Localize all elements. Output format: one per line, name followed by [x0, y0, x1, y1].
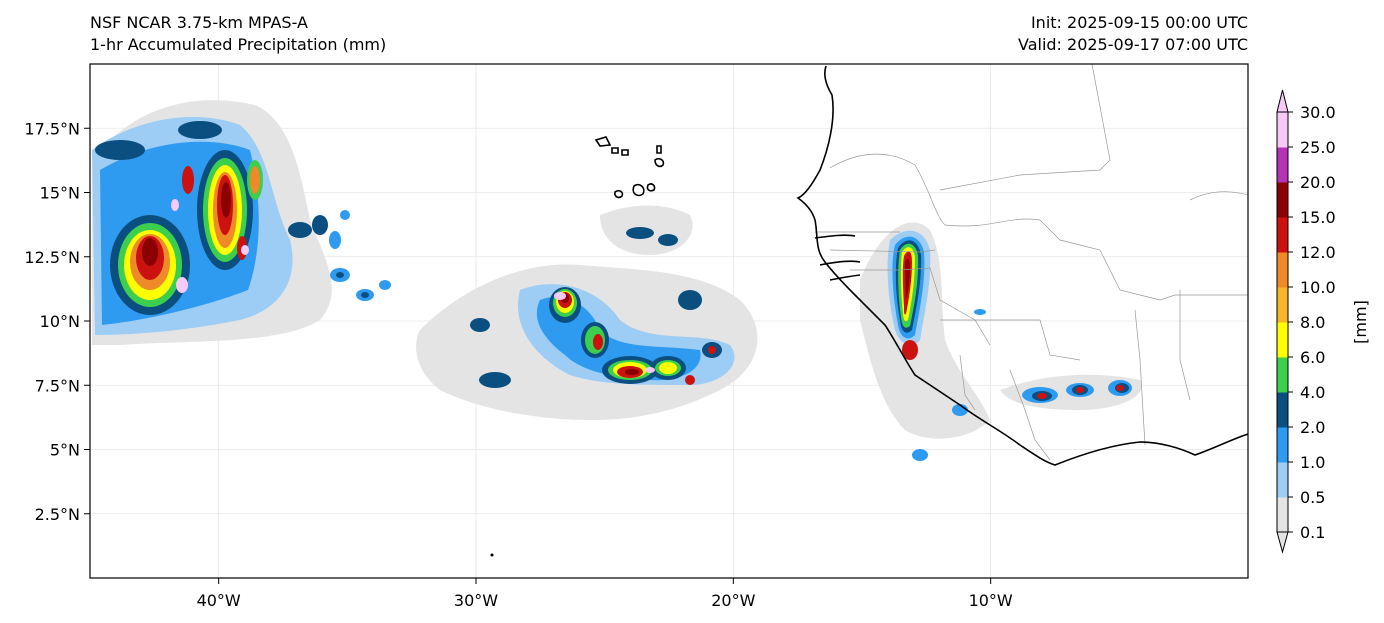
colorbar-tick-label: 6.0 [1300, 348, 1325, 367]
colorbar-tick-label: 1.0 [1300, 453, 1325, 472]
map-area [90, 64, 1248, 578]
colorbar-segment [1277, 427, 1288, 463]
colorbar-segment [1277, 357, 1288, 393]
valid-time: Valid: 2025-09-17 07:00 UTC [1017, 35, 1248, 54]
colorbar-segment [1277, 217, 1288, 253]
axis-ticks: 40°W 30°W 20°W 10°W 17.5°N 15°N 12.5°N 10°N 7.5°… [24, 119, 1013, 610]
coastline [796, 65, 1248, 466]
colorbar-tick-label: 30.0 [1300, 103, 1336, 122]
colorbar-tick-label: 20.0 [1300, 173, 1336, 192]
x-tick-label: 30°W [454, 591, 498, 610]
colorbar-segment [1277, 147, 1288, 183]
colorbar-segment [1277, 497, 1288, 533]
colorbar-extend-max [1276, 89, 1289, 113]
colorbar-segment [1277, 287, 1288, 323]
colorbar-segment [1277, 322, 1288, 358]
colorbar-segment [1277, 182, 1288, 218]
y-tick-label: 15°N [40, 184, 80, 203]
colorbar-tick-label: 10.0 [1300, 278, 1336, 297]
colorbar-tick-label: 8.0 [1300, 313, 1325, 332]
country-borders [815, 64, 1248, 461]
colorbar-tick-label: 15.0 [1300, 208, 1336, 227]
colorbar-segment [1277, 462, 1288, 498]
init-time: Init: 2025-09-15 00:00 UTC [1030, 13, 1248, 32]
y-tick-label: 7.5°N [35, 376, 80, 395]
colorbar-tick-label: 0.1 [1300, 523, 1325, 542]
colorbar-segment [1277, 392, 1288, 428]
y-tick-label: 2.5°N [35, 505, 80, 524]
colorbar-unit-label: [mm] [1351, 300, 1370, 344]
colorbar-tick-label: 25.0 [1300, 138, 1336, 157]
colorbar-segment [1277, 252, 1288, 288]
precipitation-field [92, 100, 1142, 461]
colorbar-segment [1277, 112, 1288, 148]
colorbar: 0.1 0.5 1.0 2.0 4.0 6.0 8.0 10.0 12.0 15.0 20.0 25.… [1276, 89, 1370, 554]
title-left: NSF NCAR 3.75-km MPAS-A 1-hr Accumulated… [90, 12, 386, 56]
island-dot [490, 553, 494, 557]
cape-verde-islands [594, 136, 665, 199]
colorbar-tick-label: 12.0 [1300, 243, 1336, 262]
model-title: NSF NCAR 3.75-km MPAS-A [90, 13, 308, 32]
y-tick-label: 17.5°N [24, 119, 80, 138]
colorbar-tick-label: 0.5 [1300, 488, 1325, 507]
x-tick-label: 40°W [197, 591, 241, 610]
field-title: 1-hr Accumulated Precipitation (mm) [90, 35, 387, 54]
precip-cluster-africa [860, 222, 1142, 461]
y-tick-label: 10°N [40, 312, 80, 331]
colorbar-tick-label: 2.0 [1300, 418, 1325, 437]
title-right: Init: 2025-09-15 00:00 UTC Valid: 2025-0… [1018, 12, 1248, 56]
precip-cluster-west [92, 100, 391, 346]
y-tick-label: 5°N [50, 441, 80, 460]
x-tick-label: 20°W [711, 591, 755, 610]
x-tick-label: 10°W [969, 591, 1013, 610]
y-tick-label: 12.5°N [24, 248, 80, 267]
precip-cluster-central [416, 205, 758, 420]
colorbar-tick-label: 4.0 [1300, 383, 1325, 402]
colorbar-extend-min [1276, 531, 1289, 554]
